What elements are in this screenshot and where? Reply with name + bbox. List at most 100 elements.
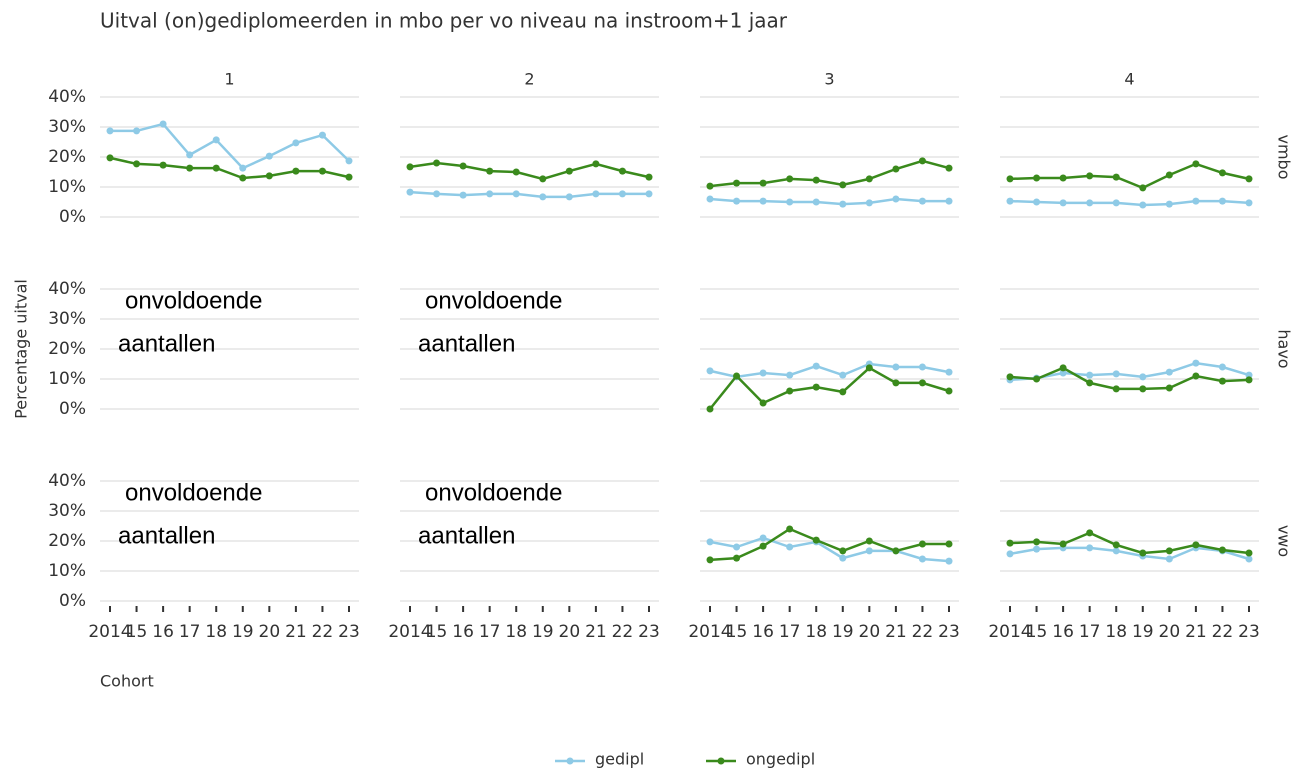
x-tick-label: 19 [532,622,554,642]
series-point [786,198,794,206]
series-point [265,172,273,180]
x-tick-label: 20 [259,622,281,642]
facet-column-label: 4 [1124,70,1134,89]
series-point [345,157,353,165]
series-point [1245,376,1253,384]
series-point [1086,199,1094,207]
series-point [512,168,520,176]
series-point [865,537,873,545]
series-point [759,399,767,407]
series-point [318,131,326,139]
x-tick-label: 20 [559,622,581,642]
series-point [892,363,900,371]
y-tick-label: 10% [48,369,86,389]
facet-column-label: 2 [524,70,534,89]
series-point [945,557,953,565]
series-point [945,197,953,205]
x-tick-label: 2014 [688,622,731,642]
series-point [592,160,600,168]
series-point [918,363,926,371]
series-point [733,543,741,551]
series-point [1165,200,1173,208]
series-point [1165,171,1173,179]
x-tick-label: 17 [779,622,801,642]
series-point [759,179,767,187]
y-tick-label: 40% [48,279,86,299]
series-point [1245,371,1253,379]
series-point [1192,197,1200,205]
series-point [1245,175,1253,183]
x-tick-label: 20 [1159,622,1181,642]
series-point [645,190,653,198]
series-point [918,157,926,165]
y-tick-label: 20% [48,531,86,551]
y-tick-label: 40% [48,471,86,491]
series-point [1086,529,1094,537]
series-point [786,525,794,533]
series-point [265,152,273,160]
series-point [945,164,953,172]
series-point [239,164,247,172]
series-point [706,556,714,564]
series-point [565,167,573,175]
series-point [733,179,741,187]
series-point [1165,555,1173,563]
x-tick-label: 15 [426,622,448,642]
series-line [109,156,350,180]
series-point [892,195,900,203]
series-point [292,139,300,147]
x-tick-label: 16 [1052,622,1074,642]
panel-annotation: onvoldoende [125,287,262,314]
series-point [1245,555,1253,563]
series-point [1086,371,1094,379]
x-tick-label: 23 [1238,622,1260,642]
y-tick-label: 0% [59,207,86,227]
series-point [106,127,114,135]
panel-annotation: onvoldoende [125,479,262,506]
series-point [1059,540,1067,548]
series-point [839,388,847,396]
series-point [539,175,547,183]
series-point [1192,160,1200,168]
series-point [212,136,220,144]
x-tick-label: 22 [612,622,634,642]
series-point [1139,385,1147,393]
y-tick-label: 20% [48,339,86,359]
y-tick-label: 30% [48,501,86,521]
x-tick-label: 17 [479,622,501,642]
series-point [1192,359,1200,367]
series-point [759,534,767,542]
series-point [812,362,820,370]
x-tick-label: 18 [1105,622,1127,642]
x-tick-label: 2014 [88,622,131,642]
series-point [1059,199,1067,207]
series-point [592,190,600,198]
series-point [1059,364,1067,372]
x-tick-label: 18 [505,622,527,642]
y-tick-label: 40% [48,87,86,107]
series-point [839,547,847,555]
series-point [812,198,820,206]
series-point [865,175,873,183]
series-point [106,154,114,162]
facet-row-label: vwo [1275,525,1294,557]
series-point [539,193,547,201]
series-point [1192,541,1200,549]
x-tick-label: 2014 [988,622,1031,642]
series-point [733,372,741,380]
y-tick-label: 10% [48,561,86,581]
x-tick-label: 20 [859,622,881,642]
series-point [486,190,494,198]
series-point [706,195,714,203]
series-line [709,362,950,379]
x-tick-label: 19 [232,622,254,642]
series-point [839,371,847,379]
facet-row-label: vmbo [1275,135,1294,180]
series-point [133,160,141,168]
series-point [618,190,626,198]
series-point [733,554,741,562]
series-point [459,162,467,170]
series-line [409,161,650,181]
series-point [786,387,794,395]
series-point [706,367,714,375]
